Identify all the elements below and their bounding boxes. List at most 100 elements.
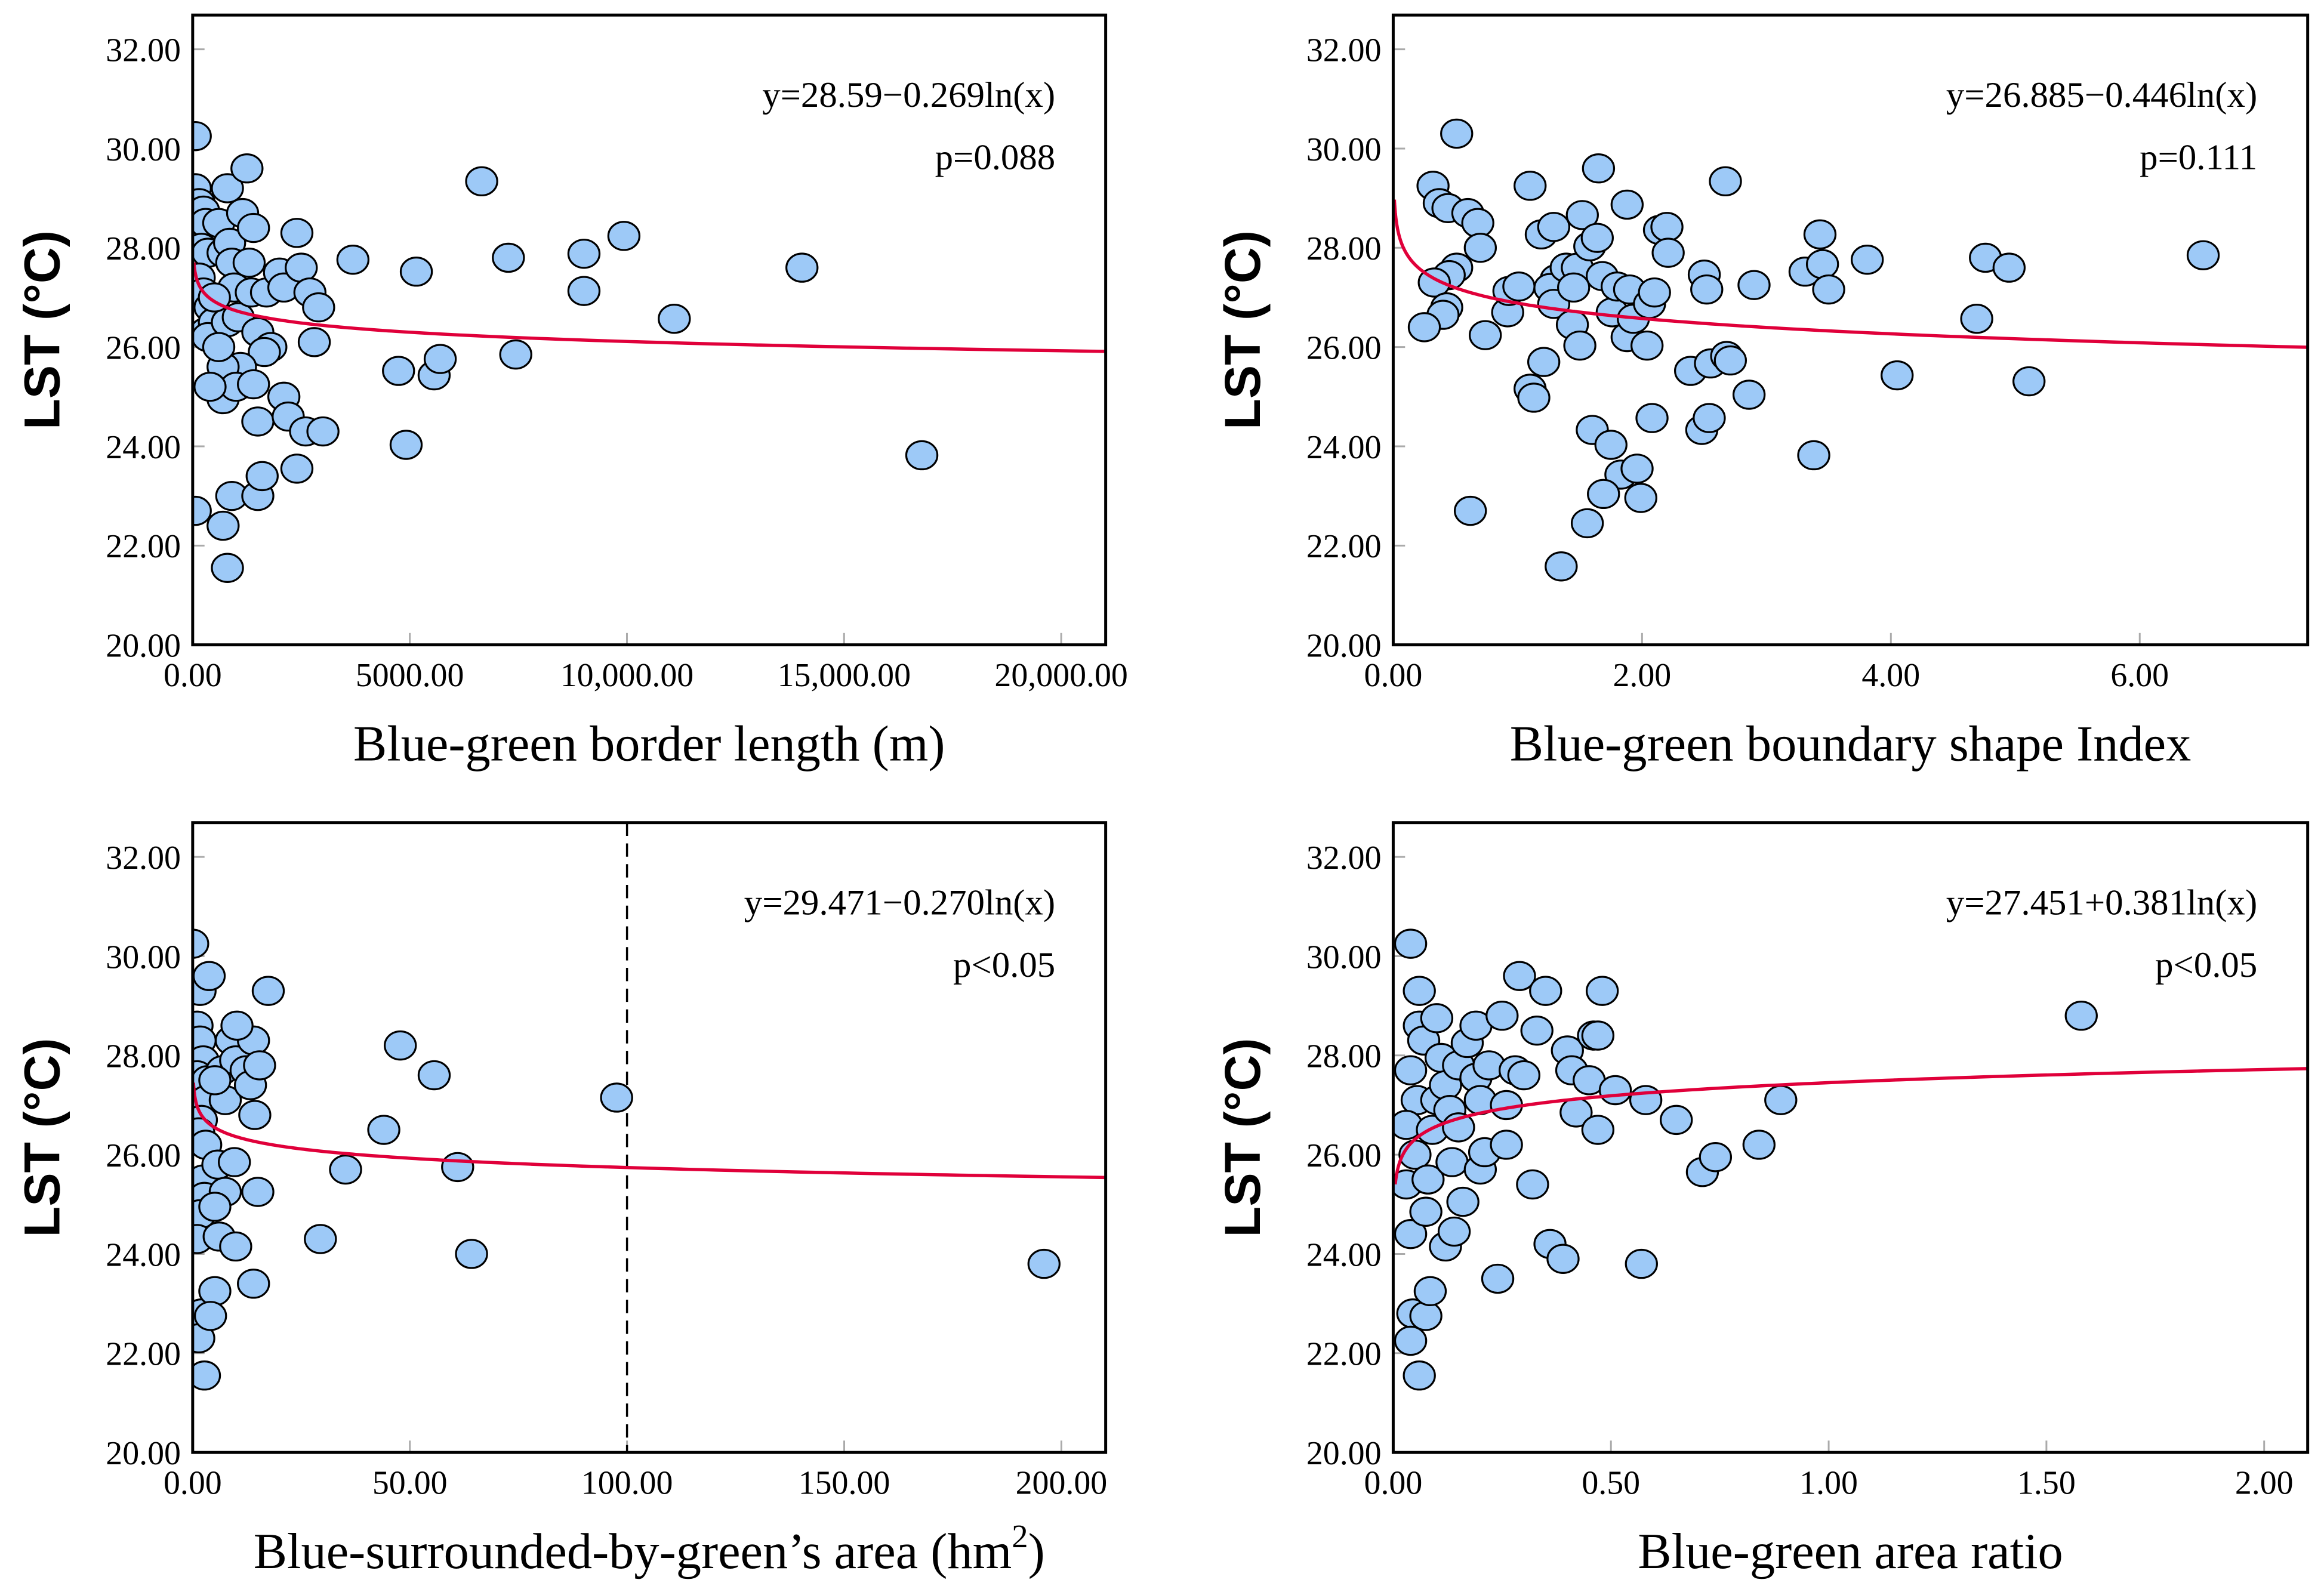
- data-point: [1437, 1216, 1471, 1247]
- plot-frame: [1391, 821, 2310, 1454]
- data-point: [1610, 189, 1644, 220]
- y-tick-label: 32.00: [106, 32, 181, 69]
- regression-equation: y=29.471−0.270ln(x): [744, 883, 1055, 923]
- data-point: [241, 1177, 275, 1207]
- data-point: [280, 453, 314, 484]
- data-point: [1581, 1115, 1615, 1145]
- x-tick-label: 1.00: [1799, 1465, 1858, 1502]
- data-point: [297, 327, 331, 357]
- x-axis-label: Blue-green boundary shape Index: [1510, 716, 2192, 772]
- data-point: [455, 1239, 488, 1269]
- data-point: [237, 212, 270, 243]
- x-axis-label-main: Blue-surrounded-by-green’s area (hm: [254, 1524, 1012, 1579]
- data-point: [1713, 345, 1747, 376]
- data-point: [198, 1276, 232, 1307]
- data-point: [1709, 166, 1742, 197]
- data-point: [243, 1050, 276, 1081]
- y-tick-label: 20.00: [1306, 628, 1382, 665]
- x-axis-label: Blue-green area ratio: [1638, 1524, 2063, 1579]
- data-point: [1699, 1142, 1733, 1173]
- data-point: [1461, 208, 1494, 238]
- data-point: [1582, 153, 1616, 184]
- data-point: [1502, 271, 1536, 302]
- x-tick-label: 4.00: [1861, 657, 1920, 694]
- data-point: [1440, 118, 1474, 149]
- data-point: [329, 1154, 362, 1185]
- data-point: [306, 416, 340, 447]
- x-tick-label: 200.00: [1016, 1465, 1108, 1502]
- data-point: [304, 1224, 337, 1254]
- data-point: [1690, 274, 1724, 305]
- x-tick-label: 0.00: [164, 657, 222, 694]
- y-axis-label: LST (°C): [1215, 1038, 1271, 1237]
- x-tick-label: 2.00: [2235, 1465, 2294, 1502]
- data-point: [1638, 277, 1671, 308]
- data-point: [237, 1269, 270, 1299]
- data-point: [192, 121, 212, 152]
- data-point: [202, 332, 236, 362]
- y-tick-label: 20.00: [106, 628, 181, 665]
- data-point: [1517, 382, 1551, 413]
- data-point: [193, 1301, 227, 1331]
- data-point: [1585, 976, 1619, 1006]
- data-point: [1394, 1325, 1428, 1356]
- y-tick-label: 26.00: [106, 330, 181, 367]
- y-tick-label: 26.00: [1306, 330, 1382, 367]
- x-tick-label: 10,000.00: [560, 657, 693, 694]
- data-point: [193, 371, 227, 402]
- data-point: [1764, 1085, 1798, 1115]
- y-tick-label: 32.00: [1306, 840, 1382, 877]
- data-point: [237, 369, 270, 400]
- x-tick-label: 1.50: [2017, 1465, 2076, 1502]
- data-point: [1650, 212, 1684, 242]
- data-point: [1742, 1130, 1776, 1160]
- data-point: [280, 218, 314, 248]
- data-point: [1507, 1060, 1540, 1091]
- y-tick-label: 30.00: [106, 131, 181, 168]
- y-tick-label: 26.00: [1306, 1137, 1382, 1174]
- x-tick-label: 0.00: [164, 1465, 222, 1502]
- data-point: [785, 252, 819, 283]
- data-point: [1693, 403, 1726, 433]
- data-point: [1514, 171, 1547, 201]
- data-point: [211, 553, 244, 583]
- y-tick-label: 24.00: [106, 429, 181, 466]
- data-point: [1516, 1169, 1549, 1200]
- plot-frame: [191, 821, 1108, 1454]
- data-point: [1468, 320, 1502, 350]
- x-axis-label-end: ): [1028, 1524, 1045, 1579]
- data-point: [232, 248, 266, 278]
- data-point: [417, 1060, 451, 1091]
- p-value: p<0.05: [953, 945, 1055, 985]
- data-point: [198, 1192, 232, 1222]
- data-point: [1481, 1263, 1515, 1294]
- data-point: [441, 1152, 474, 1183]
- data-point: [1631, 330, 1664, 361]
- y-tick-label: 24.00: [1306, 1236, 1382, 1273]
- panel-p3: 20.00 22.00 24.00 26.00 28.00 30.00 32.00 0.00 5…: [14, 821, 1108, 1579]
- data-point: [2012, 366, 2046, 397]
- data-point: [219, 1231, 252, 1262]
- data-point: [905, 440, 939, 471]
- regression-equation: y=26.885−0.446ln(x): [1946, 75, 2257, 115]
- y-tick-label: 32.00: [106, 840, 181, 877]
- y-tick-label: 22.00: [1306, 1336, 1382, 1373]
- y-axis-label: LST (°C): [1215, 230, 1271, 430]
- data-point: [1403, 976, 1436, 1006]
- points-layer: [1407, 118, 2220, 582]
- data-point: [1635, 403, 1669, 433]
- points-layer: [1393, 928, 2098, 1391]
- fit-curve: [192, 262, 1106, 353]
- y-tick-label: 30.00: [106, 939, 181, 976]
- x-tick-label: 50.00: [372, 1465, 448, 1502]
- data-point: [1812, 274, 1845, 305]
- data-point: [1411, 1164, 1445, 1195]
- y-tick-label: 28.00: [1306, 1038, 1382, 1075]
- data-point: [2186, 240, 2220, 270]
- data-point: [1624, 483, 1657, 513]
- x-axis-label-superscript: 2: [1012, 1518, 1028, 1554]
- data-point: [211, 173, 244, 203]
- y-tick-label: 30.00: [1306, 939, 1382, 976]
- data-point: [1407, 312, 1441, 343]
